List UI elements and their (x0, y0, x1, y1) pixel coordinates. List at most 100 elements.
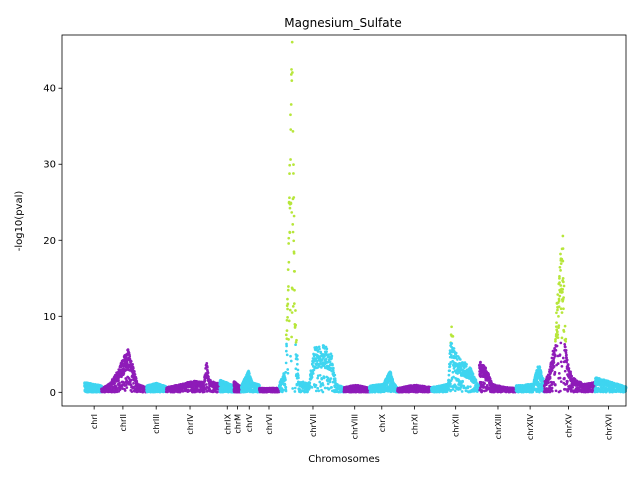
data-point (293, 270, 296, 273)
data-point (291, 230, 295, 234)
data-point (125, 386, 129, 389)
data-point (322, 376, 326, 380)
data-point (328, 380, 332, 384)
data-point (286, 288, 290, 292)
data-point (292, 163, 295, 166)
data-point (314, 383, 318, 387)
data-point (286, 315, 289, 319)
data-point (258, 384, 261, 387)
data-point (118, 381, 121, 385)
data-point (133, 373, 137, 376)
data-point (248, 372, 251, 375)
data-point (293, 390, 297, 393)
data-point (324, 357, 328, 361)
data-point (296, 357, 299, 361)
data-point (285, 353, 289, 357)
data-point (203, 379, 207, 382)
data-point (289, 128, 293, 131)
data-point (289, 354, 292, 358)
data-point (289, 103, 293, 106)
data-point (207, 375, 210, 379)
data-point (290, 79, 294, 82)
data-point (284, 349, 288, 353)
data-point (290, 211, 294, 214)
data-point (292, 302, 296, 305)
data-point (284, 385, 288, 389)
data-point (286, 268, 290, 272)
data-point (292, 251, 296, 255)
data-point (121, 387, 124, 390)
data-point (215, 390, 219, 394)
data-point (292, 239, 296, 243)
data-point (285, 329, 289, 332)
data-point (117, 379, 120, 382)
data-point (287, 285, 290, 288)
data-point (289, 113, 292, 117)
data-point (333, 379, 337, 382)
data-points (83, 40, 628, 394)
data-point (294, 309, 297, 312)
data-point (129, 378, 133, 382)
data-point (318, 380, 322, 384)
data-point (311, 372, 315, 375)
data-point (326, 382, 330, 386)
data-point (308, 381, 312, 385)
data-point (321, 390, 325, 394)
data-point (330, 386, 333, 389)
data-point (329, 377, 333, 380)
data-point (285, 318, 289, 322)
data-point (130, 390, 134, 393)
data-point (286, 297, 289, 301)
data-point (133, 370, 136, 373)
data-point (284, 361, 288, 365)
data-point (332, 366, 335, 370)
data-point (331, 363, 334, 367)
chromosome-points-chrI (83, 381, 103, 394)
data-point (286, 302, 290, 306)
data-point (285, 344, 288, 348)
data-point (293, 386, 297, 390)
data-point (325, 347, 329, 351)
data-point (294, 343, 297, 347)
data-point (320, 377, 324, 381)
data-point (318, 373, 322, 377)
data-point (325, 350, 328, 353)
data-point (290, 68, 293, 71)
chromosome-points-chrIV (164, 361, 222, 394)
chromosome-points-chrII (100, 348, 149, 394)
data-point (288, 172, 291, 175)
data-point (287, 319, 291, 323)
data-point (297, 376, 300, 380)
data-point (214, 387, 218, 391)
data-point (289, 158, 292, 161)
chromosome-points-chrVI (257, 386, 281, 394)
data-point (204, 383, 208, 386)
data-point (181, 389, 185, 393)
data-point (206, 366, 209, 369)
data-point (129, 360, 133, 363)
data-point (132, 382, 135, 385)
data-point (291, 387, 295, 390)
data-point (129, 383, 133, 387)
data-point (333, 373, 337, 377)
data-point (288, 196, 291, 200)
data-point (291, 223, 295, 226)
data-point (318, 347, 321, 351)
data-point (294, 323, 298, 327)
data-point (206, 371, 210, 375)
data-point (295, 338, 298, 342)
data-point (286, 368, 290, 371)
chart-title: Magnesium_Sulfate (284, 16, 401, 30)
data-point (289, 359, 293, 363)
data-point (288, 163, 292, 167)
data-point (284, 389, 288, 393)
data-point (203, 390, 206, 394)
data-point (296, 374, 300, 377)
data-point (331, 369, 335, 372)
data-point (316, 376, 320, 380)
data-point (296, 368, 300, 372)
data-point (317, 389, 321, 393)
data-point (113, 382, 117, 385)
data-point (118, 388, 122, 392)
data-point (284, 378, 287, 382)
